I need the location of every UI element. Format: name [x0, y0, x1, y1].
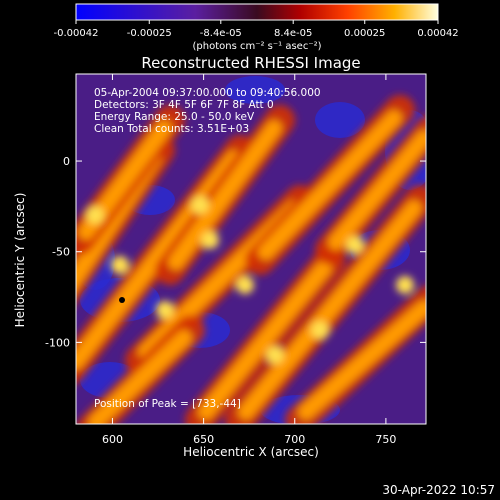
- emission-band-core: [328, 130, 426, 250]
- x-tick-label: 650: [193, 433, 214, 446]
- info-line: 05-Apr-2004 09:37:00.000 to 09:40:56.000: [94, 87, 321, 99]
- y-tick-label: -100: [45, 336, 70, 349]
- hot-spot: [191, 196, 209, 214]
- hot-spot: [156, 301, 174, 319]
- x-axis-label: Heliocentric X (arcsec): [183, 445, 319, 459]
- chart-title: Reconstructed RHESSI Image: [141, 54, 360, 72]
- hot-spot: [86, 206, 104, 224]
- emission-band-core: [258, 110, 402, 260]
- heatmap-image: [76, 74, 426, 424]
- x-tick-label: 600: [102, 433, 123, 446]
- x-axis-ticks: 600 650 700 750: [102, 74, 396, 446]
- y-tick-label: 0: [63, 155, 70, 168]
- y-axis-ticks: 0 -50 -100: [45, 155, 426, 349]
- x-tick-label: 750: [375, 433, 396, 446]
- info-line: Clean Total counts: 3.51E+03: [94, 123, 249, 135]
- info-line: Energy Range: 25.0 - 50.0 keV: [94, 111, 255, 123]
- blue-patch: [225, 76, 285, 104]
- emission-band-core: [198, 260, 332, 420]
- emission-bands: [76, 95, 426, 424]
- colorbar-ticks: -0.00042 -0.00025 -8.4e-05 8.4e-05 0.00025 0.…: [54, 20, 459, 39]
- colorbar-unit-label: (photons cm⁻² s⁻¹ asec⁻²): [192, 41, 321, 52]
- colorbar-tick-label: 0.00042: [417, 28, 458, 39]
- hot-spot: [201, 231, 219, 249]
- blue-patch: [315, 102, 365, 138]
- colorbar-tick-label: -0.00042: [54, 28, 99, 39]
- colorbar-tick-label: -0.00025: [127, 28, 172, 39]
- hot-spot: [396, 276, 414, 294]
- emission-band-core: [76, 150, 242, 370]
- emission-band-core: [298, 300, 426, 420]
- plot-frame: [75, 73, 427, 425]
- colorbar-tick-label: 0.00025: [344, 28, 385, 39]
- y-axis-label: Heliocentric Y (arcsec): [13, 193, 27, 328]
- colorbar-tick-label: 8.4e-05: [274, 28, 312, 39]
- emission-band-core: [168, 120, 282, 270]
- emission-band-core: [88, 330, 192, 424]
- hot-spot: [311, 321, 329, 339]
- peak-position-label: Position of Peak = [733,-44]: [94, 398, 241, 410]
- observation-info: 05-Apr-2004 09:37:00.000 to 09:40:56.000…: [94, 87, 321, 135]
- timestamp: 30-Apr-2022 10:57: [382, 483, 495, 497]
- colorbar: [75, 3, 439, 21]
- hot-spot: [111, 256, 129, 274]
- hot-spot: [266, 346, 284, 364]
- hot-spot: [346, 236, 364, 254]
- peak-dark-spot: [119, 297, 125, 303]
- info-line: Detectors: 3F 4F 5F 6F 7F 8F Att 0: [94, 99, 274, 111]
- colorbar-tick-label: -8.4e-05: [200, 28, 242, 39]
- hot-spot: [236, 276, 254, 294]
- y-tick-label: -50: [52, 246, 70, 259]
- emission-band-core: [238, 200, 422, 420]
- x-tick-label: 700: [284, 433, 305, 446]
